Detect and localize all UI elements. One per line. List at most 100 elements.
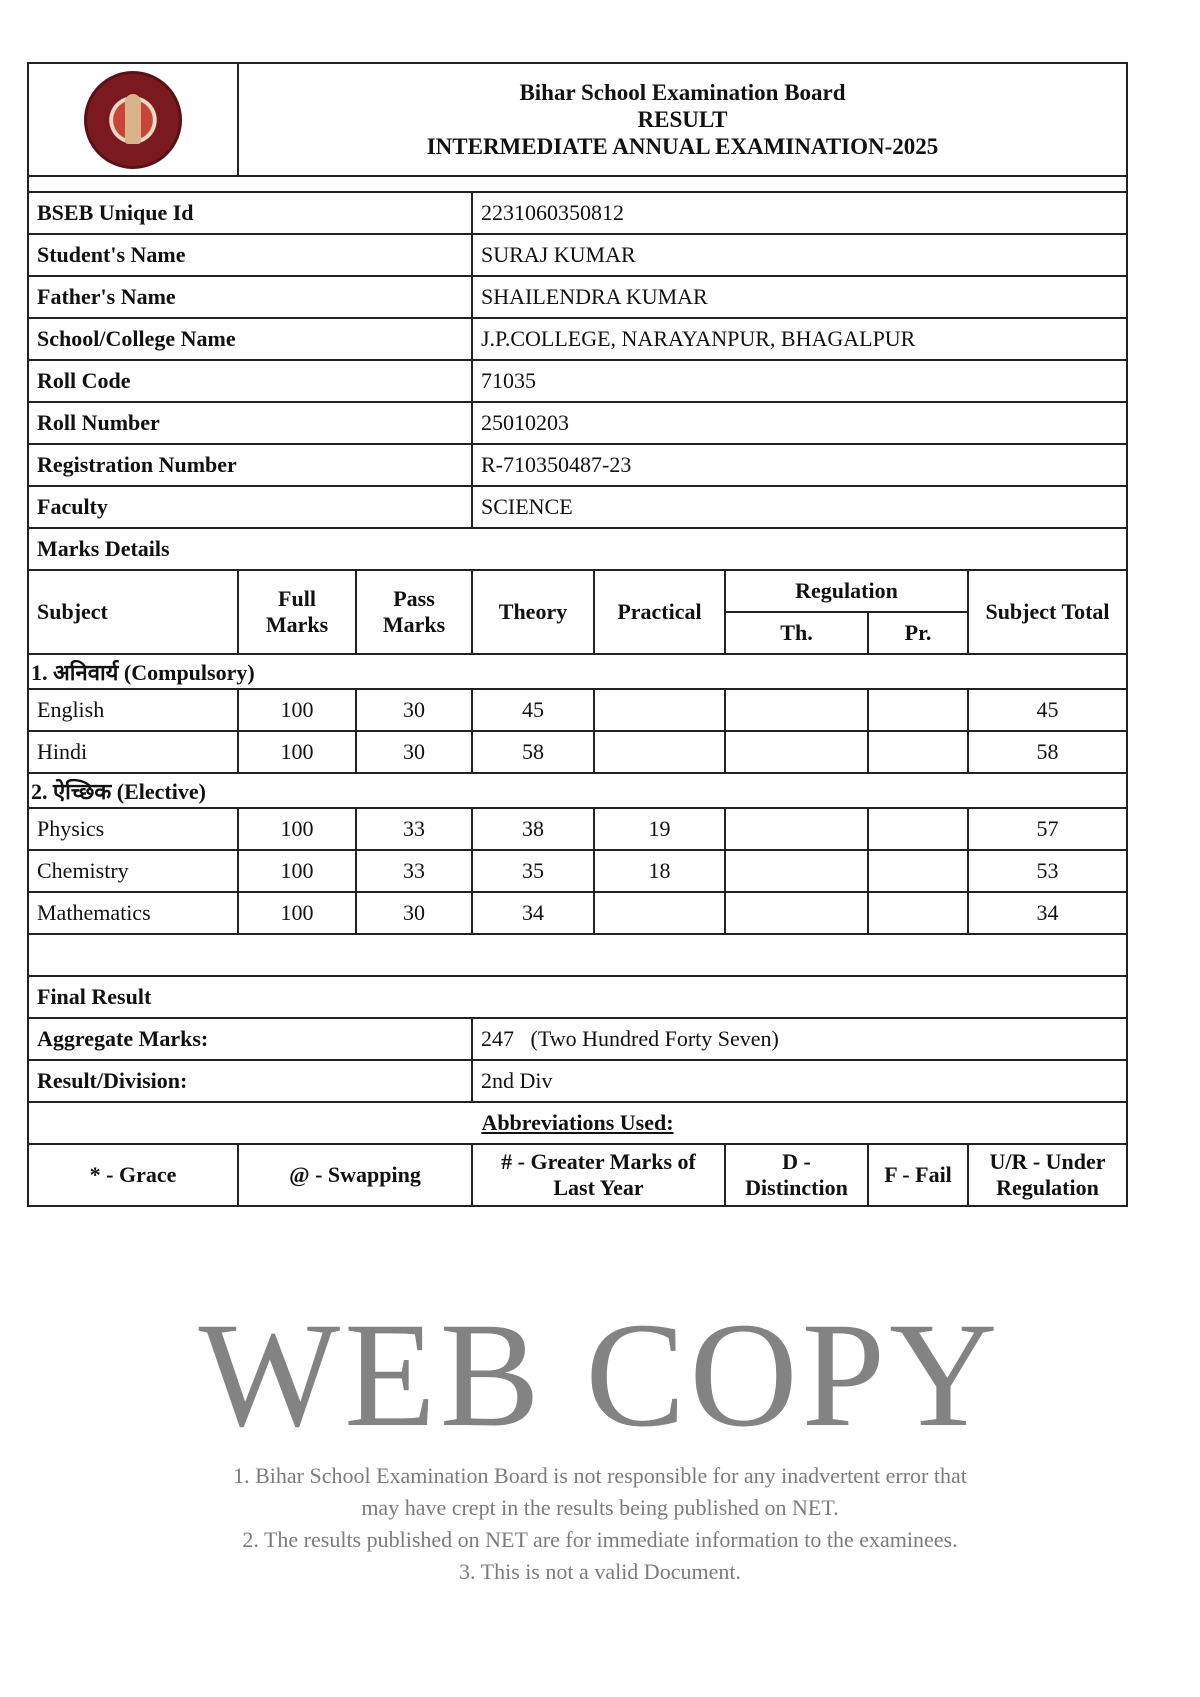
subject-row: Hindi 100 30 58 58 [27,730,1128,774]
result-table: Bihar School Examination Board RESULT IN… [27,62,1128,1207]
cell-th [724,849,869,893]
cell-theory: 58 [471,730,595,774]
cell-subject: Physics [27,807,239,851]
abbr-grace: * - Grace [27,1143,239,1207]
cell-total: 57 [967,807,1128,851]
cell-pass: 33 [355,807,473,851]
col-pass-marks: Pass Marks [355,569,473,655]
cell-pr [867,688,969,732]
elective-section: 2. ऐच्छिक (Elective) [27,772,1128,809]
unique-id-label: BSEB Unique Id [27,191,473,235]
registration-value: R-710350487-23 [471,443,1128,487]
roll-number-label: Roll Number [27,401,473,445]
marks-details-heading: Marks Details [27,527,1128,571]
board-name: Bihar School Examination Board [519,80,846,105]
bseb-logo [84,70,182,169]
cell-th [724,891,869,935]
col-regulation: Regulation [724,569,969,613]
roll-code-value: 71035 [471,359,1128,403]
father-name-value: SHAILENDRA KUMAR [471,275,1128,319]
abbreviations-title: Abbreviations Used: [481,1110,674,1135]
cell-theory: 34 [471,891,595,935]
exam-name: INTERMEDIATE ANNUAL EXAMINATION-2025 [426,134,939,159]
abbr-distinction: D - Distinction [724,1143,869,1207]
col-practical: Practical [593,569,726,655]
cell-subject: Hindi [27,730,239,774]
cell-full: 100 [237,688,357,732]
cell-pr [867,891,969,935]
student-name-value: SURAJ KUMAR [471,233,1128,277]
subject-row: Mathematics 100 30 34 34 [27,891,1128,935]
cell-total: 45 [967,688,1128,732]
logo-cell [27,62,239,177]
cell-practical: 19 [593,807,726,851]
aggregate-number: 247 [481,1026,514,1051]
cell-th [724,688,869,732]
subject-row: Chemistry 100 33 35 18 53 [27,849,1128,893]
aggregate-value: 247 (Two Hundred Forty Seven) [471,1017,1128,1061]
cell-subject: Chemistry [27,849,239,893]
cell-total: 53 [967,849,1128,893]
aggregate-label: Aggregate Marks: [27,1017,473,1061]
cell-pass: 30 [355,891,473,935]
roll-number-value: 25010203 [471,401,1128,445]
cell-pr [867,807,969,851]
col-subject: Subject [27,569,239,655]
aggregate-words: (Two Hundred Forty Seven) [530,1026,779,1051]
faculty-label: Faculty [27,485,473,529]
watermark-line-2: may have crept in the results being publ… [361,1495,839,1520]
cell-theory: 38 [471,807,595,851]
abbr-swapping: @ - Swapping [237,1143,473,1207]
cell-pass: 33 [355,849,473,893]
abbr-under-regulation: U/R - Under Regulation [967,1143,1128,1207]
abbr-fail: F - Fail [867,1143,969,1207]
student-name-label: Student's Name [27,233,473,277]
cell-total: 58 [967,730,1128,774]
school-label: School/College Name [27,317,473,361]
division-label: Result/Division: [27,1059,473,1103]
watermark-line-1: 1. Bihar School Examination Board is not… [233,1463,967,1488]
abbreviations-heading: Abbreviations Used: [27,1101,1128,1145]
cell-subject: English [27,688,239,732]
cell-pass: 30 [355,688,473,732]
final-result-heading: Final Result [27,975,1128,1019]
col-regulation-th: Th. [724,611,869,655]
cell-pr [867,730,969,774]
cell-full: 100 [237,807,357,851]
watermark-line-3: 2. The results published on NET are for … [242,1527,958,1552]
cell-full: 100 [237,730,357,774]
abbr-greater-marks: # - Greater Marks of Last Year [471,1143,726,1207]
cell-practical [593,688,726,732]
father-name-label: Father's Name [27,275,473,319]
header-title: Bihar School Examination Board RESULT IN… [237,62,1128,177]
col-regulation-pr: Pr. [867,611,969,655]
subject-row: English 100 30 45 45 [27,688,1128,732]
division-value: 2nd Div [471,1059,1128,1103]
watermark-web-copy: WEB COPY [198,1292,1002,1458]
cell-th [724,807,869,851]
watermark-line-4: 3. This is not a valid Document. [459,1559,741,1584]
col-theory: Theory [471,569,595,655]
registration-label: Registration Number [27,443,473,487]
cell-practical: 18 [593,849,726,893]
cell-practical [593,730,726,774]
watermark: WEB COPY 1. Bihar School Examination Boa… [0,1290,1200,1588]
roll-code-label: Roll Code [27,359,473,403]
faculty-value: SCIENCE [471,485,1128,529]
subject-row: Physics 100 33 38 19 57 [27,807,1128,851]
spacer [27,933,1128,977]
col-subject-total: Subject Total [967,569,1128,655]
compulsory-section: 1. अनिवार्य (Compulsory) [27,653,1128,690]
col-full-marks: Full Marks [237,569,357,655]
result-heading: RESULT [637,107,728,132]
cell-theory: 45 [471,688,595,732]
cell-theory: 35 [471,849,595,893]
cell-th [724,730,869,774]
cell-total: 34 [967,891,1128,935]
unique-id-value: 2231060350812 [471,191,1128,235]
cell-pass: 30 [355,730,473,774]
cell-subject: Mathematics [27,891,239,935]
spacer [27,175,1128,193]
cell-full: 100 [237,849,357,893]
cell-pr [867,849,969,893]
